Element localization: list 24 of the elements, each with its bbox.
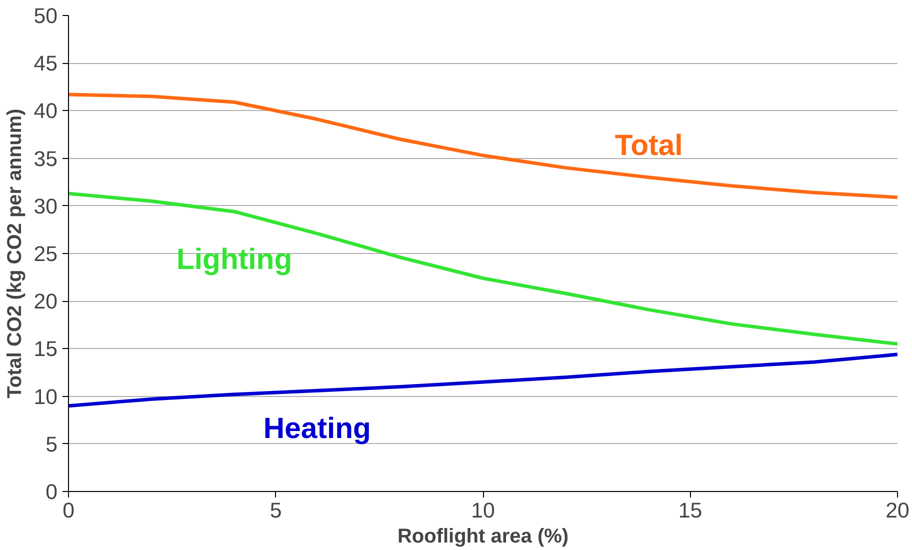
- series-label: Heating: [263, 412, 371, 446]
- y-tick-label: 45: [34, 52, 58, 76]
- y-tick-label: 20: [34, 290, 58, 314]
- y-tick-label: 40: [34, 99, 58, 124]
- y-tick-label: 10: [34, 384, 58, 409]
- x-tick-label: 0: [62, 498, 75, 522]
- series-label: Total: [614, 128, 683, 162]
- y-tick-label: 35: [34, 146, 58, 171]
- x-axis-title: Rooflight area (%): [397, 526, 569, 548]
- line-series: [68, 192, 898, 346]
- y-tick-label: 30: [34, 194, 58, 218]
- series-label: Lighting: [176, 243, 292, 276]
- line-series: [68, 352, 898, 408]
- x-tick-label: 20: [886, 498, 910, 522]
- x-tick-label: 10: [471, 498, 495, 522]
- y-tick-label: 15: [34, 337, 58, 362]
- y-tick-label: 50: [34, 4, 58, 28]
- x-tick-label: 5: [270, 498, 282, 522]
- y-tick-label: 5: [46, 432, 58, 456]
- y-tick-label: 0: [46, 480, 58, 504]
- y-axis-title: Total CO2 (kg CO2 per annum): [4, 108, 26, 398]
- line-series: [68, 92, 898, 200]
- y-tick-label: 25: [34, 242, 58, 266]
- x-tick-label: 15: [678, 498, 702, 522]
